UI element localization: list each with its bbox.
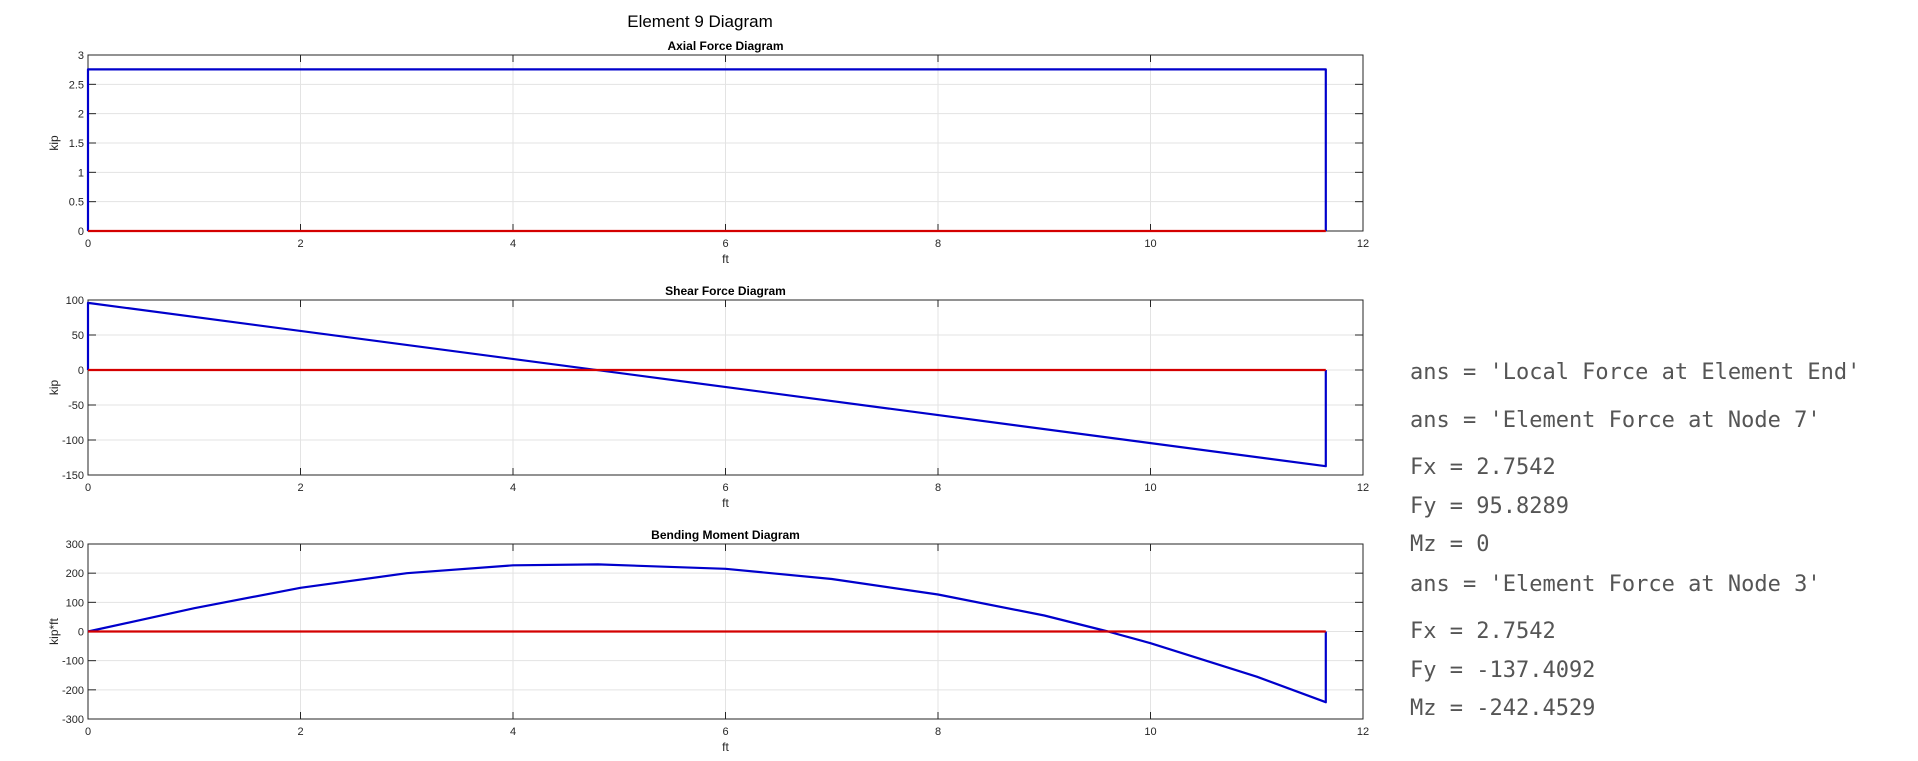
x-tick-label: 6 [722,726,728,738]
console-line: Fy = 95.8289 [1410,494,1569,519]
y-tick-label: 1 [78,167,84,179]
y-tick-label: 300 [66,539,84,551]
x-tick-label: 6 [722,482,728,494]
y-axis-label: kip [47,135,61,151]
x-tick-label: 2 [297,482,303,494]
y-tick-label: 0 [78,365,84,377]
y-axis-label: kip*ft [47,618,61,645]
axes-box [87,299,1364,476]
x-axis-label: ft [722,740,729,754]
console-line: ans = 'Local Force at Element End' [1410,360,1861,385]
y-tick-label: -150 [62,470,84,482]
y-axis-label: kip [47,380,61,396]
x-tick-label: 10 [1144,482,1156,494]
y-tick-label: 100 [66,295,84,307]
x-tick-label: 2 [297,238,303,250]
y-tick-label: -200 [62,685,84,697]
y-tick-label: 3 [78,50,84,62]
x-tick-label: 0 [85,238,91,250]
chart-3: 0 2 4 6 8 10 12 -300 -200 -100 0 100 200 300 Bending M… [47,528,1369,754]
console-line: Mz = -242.4529 [1410,696,1596,721]
series-line [86,68,1327,231]
console-line: ans = 'Element Force at Node 3' [1410,572,1821,597]
x-tick-label: 12 [1357,726,1369,738]
y-tick-label: -300 [62,714,84,726]
console-line: Fy = -137.4092 [1410,658,1596,683]
figure-title: Element 9 Diagram [627,12,773,31]
x-tick-label: 4 [510,726,516,738]
y-tick-label: -100 [62,656,84,668]
x-tick-label: 8 [935,238,941,250]
chart-1: 0 2 4 6 8 10 12 0 0.5 1 1.5 2 2.5 3 Axial Force Diagra… [47,39,1369,266]
x-tick-label: 10 [1144,726,1156,738]
y-tick-label: -50 [68,400,84,412]
y-tick-label: 0 [78,226,84,238]
x-tick-label: 10 [1144,238,1156,250]
chart-title: Bending Moment Diagram [651,528,800,542]
x-tick-label: 8 [935,726,941,738]
console-line: Fx = 2.7542 [1410,619,1556,644]
charts-group: 0 2 4 6 8 10 12 0 0.5 1 1.5 2 2.5 3 Axial Force Diagra… [47,39,1369,754]
y-tick-label: 50 [72,330,84,342]
x-axis-label: ft [722,252,729,266]
console-line: ans = 'Element Force at Node 7' [1410,408,1821,433]
y-tick-label: 1.5 [69,138,84,150]
chart-2: 0 2 4 6 8 10 12 -150 -100 -50 0 50 100 Shear Force Di… [47,284,1369,510]
chart-title: Shear Force Diagram [665,284,786,298]
x-tick-label: 4 [510,238,516,250]
x-tick-label: 0 [85,726,91,738]
x-tick-label: 12 [1357,482,1369,494]
x-tick-label: 0 [85,482,91,494]
x-tick-label: 2 [297,726,303,738]
y-tick-label: 200 [66,568,84,580]
series-line [86,301,1327,468]
chart-title: Axial Force Diagram [667,39,783,53]
console-line: Fx = 2.7542 [1410,455,1556,480]
x-tick-label: 8 [935,482,941,494]
y-tick-label: 2 [78,109,84,121]
x-axis-label: ft [722,496,729,510]
series-line [87,563,1327,704]
y-tick-label: -100 [62,435,84,447]
y-tick-label: 2.5 [69,79,84,91]
x-tick-label: 12 [1357,238,1369,250]
x-tick-label: 6 [722,238,728,250]
console-line: Mz = 0 [1410,532,1490,557]
y-tick-label: 0.5 [69,197,84,209]
y-tick-label: 0 [78,627,84,639]
y-tick-label: 100 [66,597,84,609]
x-tick-label: 4 [510,482,516,494]
